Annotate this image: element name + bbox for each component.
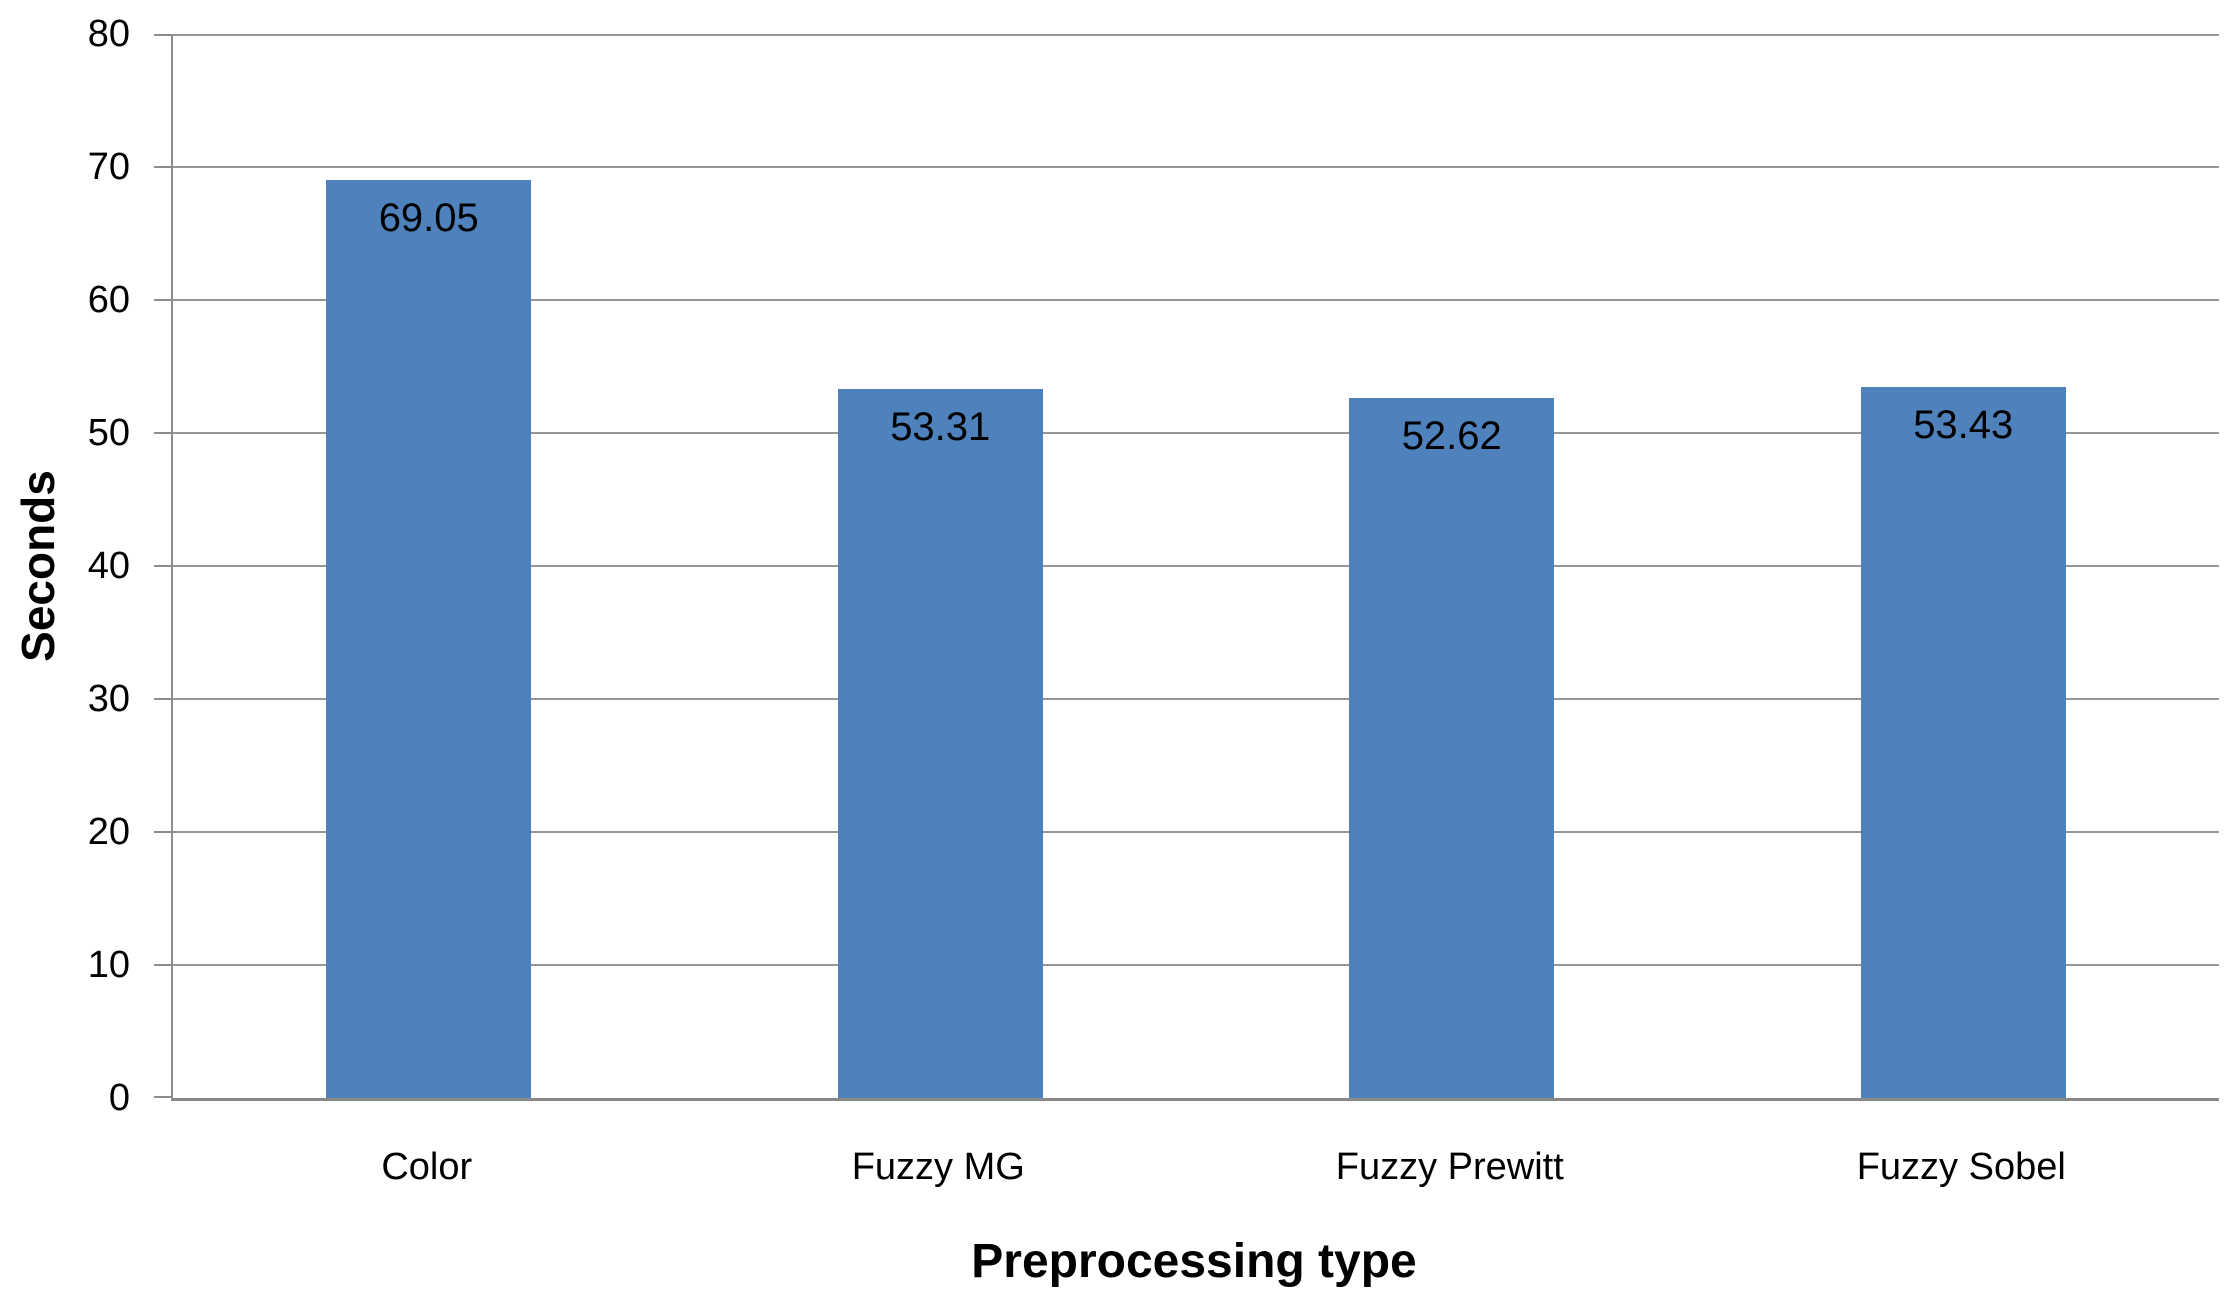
category-label-fuzzy-sobel: Fuzzy Sobel [1856, 1146, 2066, 1188]
x-axis-category-labels: Color Fuzzy MG Fuzzy Prewitt Fuzzy Sobel [171, 1146, 2217, 1206]
y-tick-label-60: 60 [87, 279, 130, 321]
gridline-y-50 [173, 432, 2219, 434]
y-tick-mark-80 [154, 34, 171, 36]
bar-value-label-fuzzy-prewitt: 52.62 [1401, 414, 1502, 459]
bar-fuzzy-prewitt: 52.62 [1349, 398, 1555, 1098]
y-tick-label-20: 20 [87, 811, 130, 853]
y-tick-mark-20 [154, 831, 171, 833]
bar-color: 69.05 [326, 179, 532, 1098]
category-label-fuzzy-mg: Fuzzy MG [851, 1146, 1025, 1188]
y-tick-label-0: 0 [108, 1077, 130, 1119]
y-tick-mark-40 [154, 565, 171, 567]
bar-value-label-fuzzy-mg: 53.31 [890, 404, 991, 449]
y-tick-mark-70 [154, 166, 171, 168]
y-axis-tick-labels: 0 10 20 30 40 50 60 70 80 [0, 14, 150, 1118]
bar-fuzzy-mg: 53.31 [837, 388, 1043, 1098]
plot-area: 69.05 53.31 52.62 53.43 [154, 34, 2219, 1101]
y-tick-label-30: 30 [87, 678, 130, 720]
x-axis-title: Preprocessing type [971, 1235, 1417, 1288]
bar-value-label-color: 69.05 [378, 195, 479, 240]
gridline-y-20 [173, 831, 2219, 833]
y-tick-label-10: 10 [87, 944, 130, 986]
y-tick-mark-60 [154, 299, 171, 301]
bar-fuzzy-sobel: 53.43 [1860, 387, 2066, 1098]
y-tick-mark-50 [154, 432, 171, 434]
category-label-color: Color [381, 1146, 473, 1188]
y-tick-label-50: 50 [87, 412, 130, 454]
y-tick-mark-0 [154, 1096, 171, 1098]
bar-value-label-fuzzy-sobel: 53.43 [1913, 403, 2014, 448]
y-tick-mark-10 [154, 964, 171, 966]
y-tick-mark-30 [154, 698, 171, 700]
gridline-y-40 [173, 565, 2219, 567]
gridline-y-80 [173, 34, 2219, 36]
category-label-fuzzy-prewitt: Fuzzy Prewitt [1335, 1146, 1564, 1188]
y-tick-label-70: 70 [87, 146, 130, 188]
gridline-y-30 [173, 698, 2219, 700]
gridline-y-60 [173, 299, 2219, 301]
y-tick-label-80: 80 [87, 13, 130, 55]
gridline-y-10 [173, 964, 2219, 966]
gridline-y-70 [173, 166, 2219, 168]
y-tick-label-40: 40 [87, 545, 130, 587]
